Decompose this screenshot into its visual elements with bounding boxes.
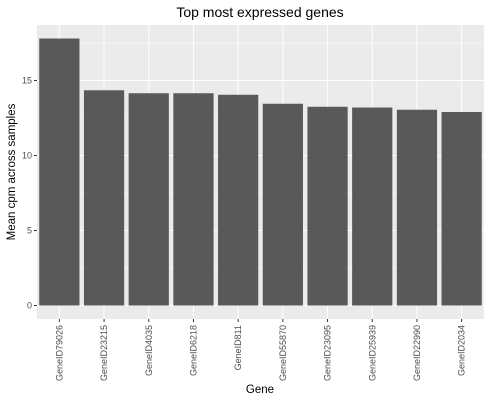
y-axis: 0 5 10 15 bbox=[22, 76, 37, 311]
bar-GeneID811 bbox=[218, 94, 259, 306]
x-tick-label: GeneID811 bbox=[233, 325, 243, 370]
x-axis: GeneID79026 GeneID23215 GeneID4035 GeneID62… bbox=[54, 319, 467, 381]
bar-GeneID25939 bbox=[352, 107, 393, 306]
bar-GeneID6218 bbox=[173, 93, 214, 306]
bar-GeneID22990 bbox=[396, 109, 438, 306]
bar-GeneID4035 bbox=[128, 93, 169, 306]
x-tick-label: GeneID22990 bbox=[412, 325, 422, 381]
y-tick-label: 0 bbox=[27, 301, 32, 311]
bar-GeneID2034 bbox=[441, 112, 482, 306]
x-tick-label: GeneID2034 bbox=[457, 325, 467, 376]
bar-GeneID55870 bbox=[262, 103, 303, 306]
y-tick-label: 5 bbox=[27, 226, 32, 236]
x-tick-label: GeneID23215 bbox=[99, 325, 109, 381]
y-tick-label: 15 bbox=[22, 76, 32, 86]
chart-title: Top most expressed genes bbox=[176, 4, 343, 20]
y-axis-title: Mean cpm across samples bbox=[6, 103, 18, 240]
bar-GeneID79026 bbox=[39, 38, 80, 306]
x-tick-label: GeneID55870 bbox=[278, 325, 288, 381]
bar-GeneID23215 bbox=[83, 90, 125, 306]
x-tick-label: GeneID6218 bbox=[188, 325, 198, 376]
x-tick-label: GeneID23095 bbox=[323, 325, 333, 381]
x-tick-label: GeneID25939 bbox=[367, 325, 377, 381]
bars bbox=[39, 38, 482, 306]
x-tick-label: GeneID4035 bbox=[144, 325, 154, 376]
bar-GeneID23095 bbox=[307, 106, 348, 306]
x-axis-title: Gene bbox=[246, 384, 274, 396]
y-tick-label: 10 bbox=[22, 151, 32, 161]
x-tick-label: GeneID79026 bbox=[54, 325, 64, 381]
